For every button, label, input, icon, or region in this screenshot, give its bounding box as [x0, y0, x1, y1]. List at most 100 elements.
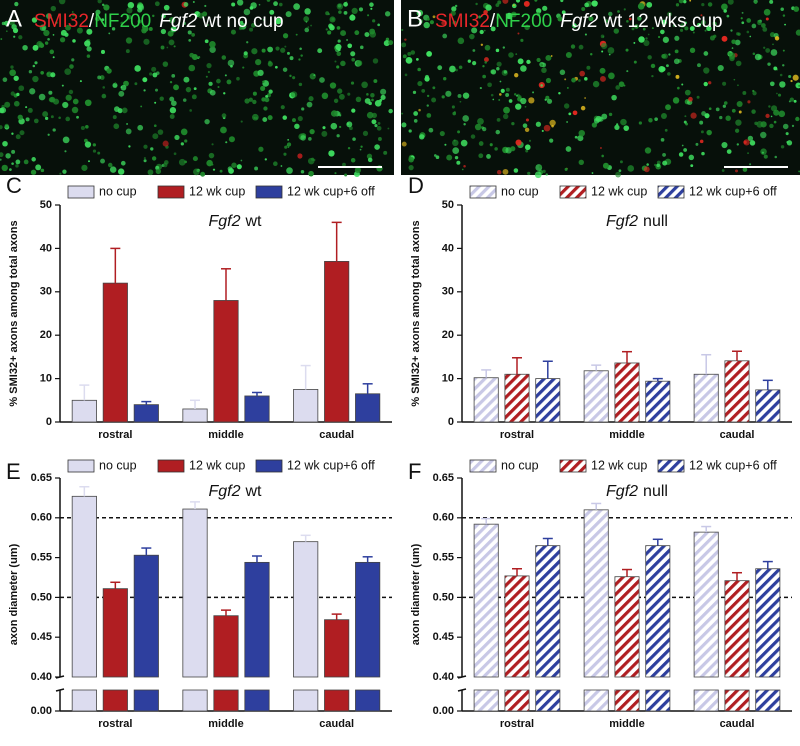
- axon-spot: [498, 98, 501, 101]
- axon-spot: [293, 3, 300, 10]
- axon-spot: [564, 167, 568, 171]
- axon-spot: [559, 69, 566, 76]
- axon-spot: [703, 81, 708, 87]
- bar: [182, 408, 208, 423]
- axon-spot: [696, 95, 700, 99]
- axon-spot: [55, 21, 58, 24]
- axon-spot: [364, 98, 371, 104]
- axon-spot: [484, 44, 491, 51]
- axon-spot: [359, 148, 362, 151]
- axon-spot: [648, 118, 653, 123]
- axon-spot: [362, 130, 369, 136]
- axon-spot: [336, 3, 344, 10]
- axon-spot: [584, 2, 590, 8]
- axon-spot: [94, 16, 101, 22]
- axon-spot: [689, 0, 692, 2]
- axon-spot: [643, 166, 650, 173]
- axon-spot: [611, 94, 617, 101]
- axon-spot: [349, 14, 356, 21]
- axon-spot: [377, 122, 381, 125]
- axon-spot: [383, 150, 388, 155]
- axon-spot: [722, 81, 727, 86]
- axon-spot: [449, 65, 456, 73]
- axon-spot: [661, 53, 666, 59]
- axon-spot: [463, 122, 466, 126]
- axon-spot: [446, 154, 453, 161]
- condition: wt 12 wks cup: [602, 11, 722, 32]
- axon-spot: [721, 3, 728, 11]
- y-tick-label: 0.50: [31, 591, 52, 603]
- legend-label: 12 wk cup: [591, 458, 647, 472]
- axon-spot: [275, 17, 282, 25]
- axon-spot: [61, 84, 64, 87]
- axon-spot: [9, 69, 16, 77]
- axon-spot: [377, 23, 381, 27]
- axon-spot: [204, 118, 210, 125]
- axon-spot: [342, 162, 346, 167]
- axon-spot: [508, 52, 514, 58]
- bar: [133, 404, 159, 423]
- bar-lower-part: [293, 689, 319, 712]
- y-tick-label: 10: [442, 373, 454, 385]
- axon-spot: [765, 113, 770, 118]
- axon-spot: [765, 17, 769, 21]
- axon-spot: [444, 143, 447, 146]
- axon-spot: [515, 103, 522, 110]
- axon-spot: [620, 160, 623, 164]
- axon-spot: [564, 78, 567, 81]
- axon-spot: [474, 123, 482, 131]
- bar: [504, 575, 530, 678]
- legend-swatch: [559, 185, 587, 199]
- axon-spot: [788, 74, 792, 79]
- axon-spot: [19, 130, 25, 136]
- axon-spot: [456, 160, 461, 165]
- axon-spot: [599, 67, 606, 74]
- axon-spot: [722, 104, 726, 108]
- axon-spot: [560, 0, 564, 3]
- axon-spot: [300, 54, 303, 57]
- axon-spot: [267, 61, 273, 67]
- legend-label: 12 wk cup+6 off: [689, 184, 777, 198]
- axon-spot: [11, 149, 16, 154]
- axon-spot: [4, 101, 11, 108]
- axon-spot: [264, 97, 270, 103]
- gene-name: Fgf2: [560, 11, 598, 32]
- axon-spot: [126, 14, 132, 20]
- axon-spot: [307, 26, 310, 29]
- chart-title: Fgf2 wt: [208, 483, 262, 500]
- axon-spot: [170, 26, 177, 33]
- bar: [724, 360, 750, 423]
- axon-spot: [300, 135, 306, 141]
- axon-spot: [97, 151, 101, 155]
- bar: [724, 580, 750, 678]
- axon-spot: [690, 164, 694, 168]
- axon-spot: [360, 145, 363, 148]
- axon-spot: [410, 50, 416, 55]
- axon-spot: [737, 84, 739, 87]
- axon-spot: [280, 165, 283, 167]
- axon-spot: [0, 158, 2, 161]
- axon-spot: [168, 39, 175, 46]
- axon-spot: [418, 19, 423, 24]
- axon-spot: [125, 49, 130, 54]
- axon-spot: [495, 129, 501, 135]
- axon-spot: [528, 139, 532, 142]
- axon-spot: [120, 21, 124, 25]
- axon-spot: [613, 28, 619, 34]
- axon-spot: [143, 144, 148, 149]
- axon-spot: [268, 89, 273, 94]
- axon-spot: [461, 168, 464, 171]
- axon-spot: [152, 133, 159, 140]
- axon-spot: [727, 0, 734, 5]
- axon-spot: [785, 132, 789, 136]
- axon-spot: [18, 85, 25, 92]
- y-axis-label: axon diameter (um): [8, 543, 20, 645]
- axon-spot: [731, 47, 734, 49]
- axon-spot: [339, 114, 342, 117]
- axon-spot: [426, 51, 432, 57]
- axon-spot: [443, 77, 447, 81]
- axon-spot: [44, 116, 49, 121]
- axon-spot: [532, 91, 535, 94]
- axon-spot: [228, 136, 235, 143]
